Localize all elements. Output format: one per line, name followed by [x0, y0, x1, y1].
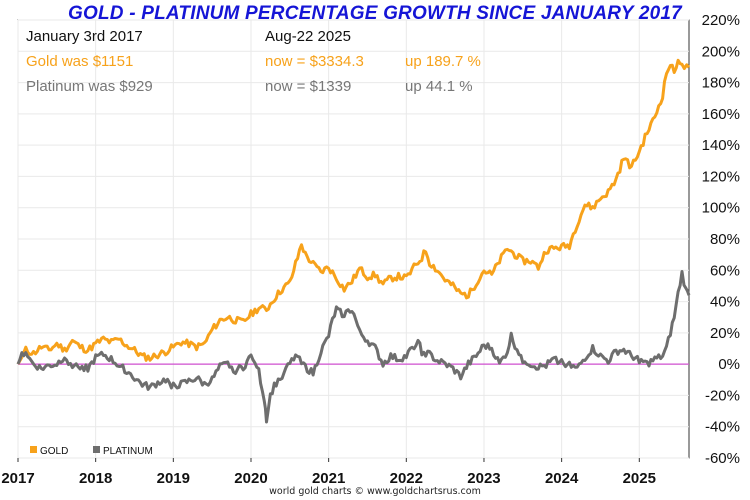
y-tick-label: 200%	[702, 43, 740, 60]
y-tick-label: -60%	[705, 450, 740, 467]
y-tick-label: -40%	[705, 419, 740, 436]
y-tick-label: 160%	[702, 106, 740, 123]
legend-swatch-gold	[30, 446, 37, 453]
x-tick-label: 2017	[1, 470, 34, 487]
gridlines	[17, 19, 689, 459]
x-tick-label: 2020	[234, 470, 267, 487]
x-axis-ticks: 2017 2018 2019 2020 2021 2022 2023 2024 2025	[1, 458, 656, 487]
y-tick-label: 180%	[702, 75, 740, 92]
series-line-platinum	[16, 270, 691, 424]
x-tick-label: 2019	[157, 470, 190, 487]
end-date-label: Aug-22 2025	[265, 28, 351, 45]
y-tick-label: 60%	[710, 262, 740, 279]
y-tick-label: 80%	[710, 231, 740, 248]
platinum-start-price: Platinum was $929	[26, 78, 153, 95]
y-tick-label: -20%	[705, 387, 740, 404]
legend: GOLD PLATINUM	[30, 446, 153, 457]
series-line-gold	[16, 58, 691, 365]
x-tick-label: 2023	[467, 470, 500, 487]
y-tick-label: 140%	[702, 137, 740, 154]
y-tick-label: 120%	[702, 168, 740, 185]
x-tick-label: 2022	[390, 470, 423, 487]
legend-label-gold: GOLD	[40, 446, 68, 457]
legend-label-platinum: PLATINUM	[103, 446, 153, 457]
chart-title: GOLD - PLATINUM PERCENTAGE GROWTH SINCE …	[68, 3, 682, 24]
y-tick-label: 100%	[702, 200, 740, 217]
x-tick-label: 2025	[623, 470, 656, 487]
y-tick-label: 0%	[718, 356, 740, 373]
start-date-label: January 3rd 2017	[26, 28, 143, 45]
gold-start-price: Gold was $1151	[26, 53, 134, 70]
y-tick-label: 40%	[710, 294, 740, 311]
series-lines	[16, 58, 691, 424]
y-tick-label: 20%	[710, 325, 740, 342]
x-tick-label: 2021	[312, 470, 345, 487]
gold-current-price: now = $3334.3	[265, 53, 364, 70]
source-credit: world gold charts © www.goldchartsrus.co…	[269, 486, 481, 497]
gold-percent-change: up 189.7 %	[405, 53, 481, 70]
platinum-current-price: now = $1339	[265, 78, 352, 95]
x-tick-label: 2018	[79, 470, 112, 487]
x-tick-label: 2024	[545, 470, 579, 487]
platinum-percent-change: up 44.1 %	[405, 78, 473, 95]
legend-swatch-platinum	[93, 446, 100, 453]
y-tick-label: 220%	[702, 12, 740, 29]
y-axis-ticks: -60% -40% -20% 0% 20% 40% 60% 80% 100% 120% 140% 16…	[702, 12, 740, 467]
